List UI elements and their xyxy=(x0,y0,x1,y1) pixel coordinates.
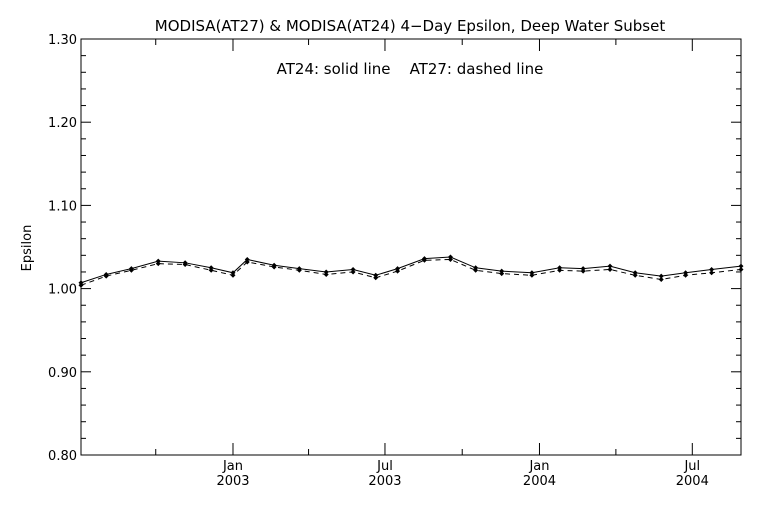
data-point-at27 xyxy=(373,275,379,281)
data-point-at27 xyxy=(709,270,715,276)
data-point-at27 xyxy=(529,272,535,278)
x-tick-label-year: 2003 xyxy=(216,474,249,489)
data-point-at27 xyxy=(395,268,401,274)
data-point-at27 xyxy=(499,271,505,277)
x-tick-label-month: Jan xyxy=(222,459,243,474)
data-point-at27 xyxy=(658,276,664,282)
y-tick-label: 1.10 xyxy=(48,199,77,214)
y-tick-label: 1.30 xyxy=(48,33,77,48)
data-point-at27 xyxy=(580,268,586,274)
data-point-at27 xyxy=(244,259,250,265)
data-point-at27 xyxy=(447,256,453,262)
x-tick-label-year: 2004 xyxy=(523,474,556,489)
data-point-at27 xyxy=(350,269,356,275)
series-line-at24 xyxy=(80,256,742,284)
data-point-at27 xyxy=(78,282,84,288)
data-point-at27 xyxy=(683,272,689,278)
data-point-at27 xyxy=(271,264,277,270)
axes: 0.800.901.001.101.201.30Jan2003Jul2003Ja… xyxy=(48,33,741,489)
series-layer xyxy=(78,254,744,288)
data-point-at27 xyxy=(103,273,109,279)
x-tick-label-month: Jul xyxy=(376,459,393,474)
chart-title: MODISA(AT27) & MODISA(AT24) 4−Day Epsilo… xyxy=(155,17,666,35)
y-tick-label: 1.20 xyxy=(48,116,77,131)
x-tick-label-month: Jul xyxy=(683,459,700,474)
data-point-at27 xyxy=(128,267,134,273)
data-point-at27 xyxy=(421,257,427,263)
y-axis-label: Epsilon xyxy=(20,225,35,272)
data-point-at27 xyxy=(155,261,161,267)
data-point-at27 xyxy=(473,267,479,273)
data-point-at27 xyxy=(182,261,188,267)
data-point-at24 xyxy=(709,266,715,272)
data-point-at27 xyxy=(738,266,744,272)
data-point-at27 xyxy=(296,267,302,273)
data-point-at27 xyxy=(323,271,329,277)
data-point-at27 xyxy=(208,267,214,273)
data-point-at27 xyxy=(632,272,638,278)
y-tick-label: 0.80 xyxy=(48,449,77,464)
data-point-at24 xyxy=(607,263,613,269)
data-point-at27 xyxy=(230,272,236,278)
data-point-at24 xyxy=(658,273,664,279)
x-tick-label-year: 2004 xyxy=(676,474,709,489)
x-tick-label-year: 2003 xyxy=(368,474,401,489)
data-point-at27 xyxy=(607,266,613,272)
plot-frame xyxy=(80,38,742,456)
x-tick-label-month: Jan xyxy=(528,459,549,474)
data-point-at27 xyxy=(557,267,563,273)
y-tick-label: 1.00 xyxy=(48,283,77,298)
y-tick-label: 0.90 xyxy=(48,366,77,381)
data-point-at24 xyxy=(738,263,744,269)
legend-annotation: AT24: solid line AT27: dashed line xyxy=(277,60,544,78)
